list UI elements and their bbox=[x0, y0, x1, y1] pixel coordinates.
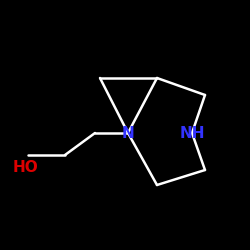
Text: HO: HO bbox=[12, 160, 38, 176]
Text: NH: NH bbox=[179, 126, 205, 140]
Text: N: N bbox=[122, 126, 134, 140]
